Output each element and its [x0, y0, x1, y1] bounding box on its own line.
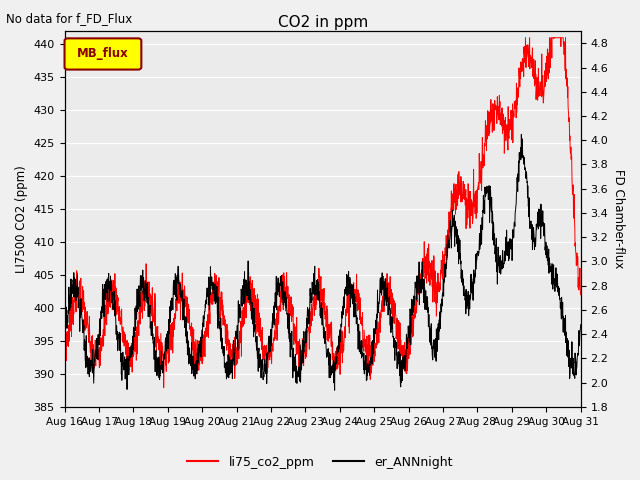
- Y-axis label: LI7500 CO2 (ppm): LI7500 CO2 (ppm): [15, 165, 28, 273]
- Y-axis label: FD Chamber-flux: FD Chamber-flux: [612, 169, 625, 269]
- Title: CO2 in ppm: CO2 in ppm: [278, 15, 368, 30]
- Text: No data for f_FD_Flux: No data for f_FD_Flux: [6, 12, 132, 25]
- Legend: li75_co2_ppm, er_ANNnight: li75_co2_ppm, er_ANNnight: [182, 451, 458, 474]
- Text: MB_flux: MB_flux: [77, 48, 129, 60]
